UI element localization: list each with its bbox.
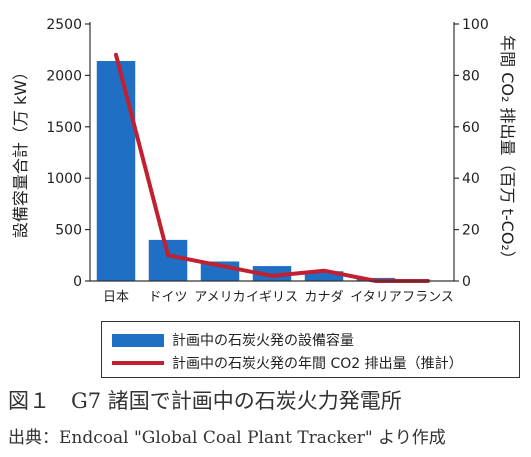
right-tick-label: 0	[462, 274, 471, 290]
category-label: イタリア	[350, 290, 401, 305]
legend-item-bar: 計画中の石炭火発の設備容量	[112, 330, 354, 350]
legend-label-line: 計画中の石炭火発の年間 CO2 排出量（推計）	[172, 356, 463, 372]
bar	[96, 61, 136, 282]
right-tick-label: 60	[462, 120, 480, 136]
bar	[148, 239, 188, 281]
left-tick-label: 2000	[46, 68, 82, 84]
right-axis-title: 年間 CO₂ 排出量（百万 t-CO₂）	[498, 35, 517, 267]
category-label: アメリカ	[194, 290, 245, 305]
legend-swatch-bar	[112, 333, 164, 347]
category-labels: 日本 ドイツ アメリカ イギリス カナダ イタリア フランス	[103, 290, 454, 305]
left-tick-label: 0	[73, 274, 82, 290]
legend: 計画中の石炭火発の設備容量 計画中の石炭火発の年間 CO2 排出量（推計）	[101, 321, 520, 378]
bars	[96, 61, 396, 282]
legend-label-bar: 計画中の石炭火発の設備容量	[172, 333, 354, 349]
left-tick-label: 500	[55, 223, 82, 239]
category-label: カナダ	[304, 290, 343, 305]
right-tick-label: 80	[462, 68, 480, 84]
category-label: フランス	[402, 290, 454, 305]
left-axis-title: 設備容量合計（万 kW）	[11, 64, 30, 238]
category-label: ドイツ	[148, 290, 187, 305]
legend-swatch-line	[112, 361, 164, 365]
category-label: 日本	[103, 290, 129, 305]
left-tick-label: 2500	[46, 17, 82, 33]
right-axis-ticks: 0 20 40 60 80 100	[454, 17, 489, 290]
legend-item-line: 計画中の石炭火発の年間 CO2 排出量（推計）	[112, 353, 463, 373]
right-tick-label: 100	[462, 17, 489, 33]
right-tick-label: 40	[462, 171, 480, 187]
figure-caption: 図１ G7 諸国で計画中の石炭火力発電所	[8, 389, 402, 413]
left-tick-label: 1000	[46, 171, 82, 187]
bar	[304, 271, 344, 281]
left-axis-ticks: 0 500 1000 1500 2000 2500	[46, 17, 90, 290]
category-label: イギリス	[246, 290, 298, 305]
bar	[252, 266, 292, 281]
chart: 0 500 1000 1500 2000 2500 0 20 40 60 80 100 日本 ドイツア…	[11, 17, 517, 305]
left-tick-label: 1500	[46, 120, 82, 136]
right-tick-label: 20	[462, 223, 480, 239]
figure-source: 出典：Endcoal "Global Coal Plant Tracker" よ…	[8, 428, 446, 448]
